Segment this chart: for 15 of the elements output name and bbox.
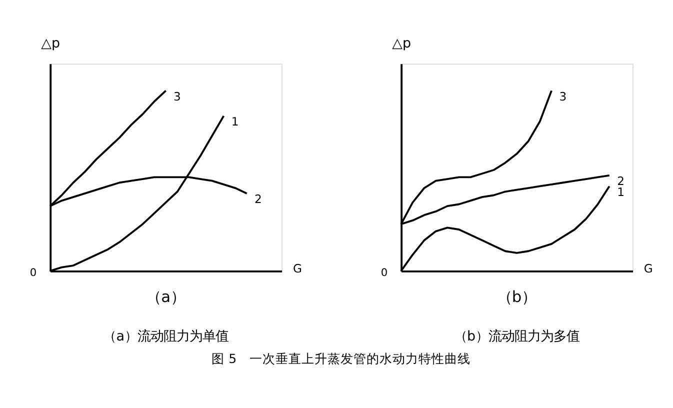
text: 0 bbox=[30, 266, 37, 279]
text: （b）流动阻力为多值 bbox=[454, 328, 580, 344]
x-axis-title: G bbox=[644, 261, 653, 276]
text: 0 bbox=[380, 266, 388, 279]
series-label: 3 bbox=[174, 89, 181, 104]
text: （a）流动阻力为单值 bbox=[103, 328, 228, 344]
y-axis-title: △p bbox=[392, 36, 412, 52]
text: （a） bbox=[146, 288, 186, 306]
x-axis-title: G bbox=[292, 261, 302, 276]
series-label: 2 bbox=[254, 192, 262, 206]
series-label: 1 bbox=[231, 114, 239, 129]
text: （b） bbox=[496, 288, 537, 306]
series-label: 3 bbox=[559, 89, 567, 104]
y-axis-title: △p bbox=[41, 36, 60, 52]
caption: 图 5 一次垂直上升蒸发管的水动力特性曲线 bbox=[212, 351, 471, 366]
